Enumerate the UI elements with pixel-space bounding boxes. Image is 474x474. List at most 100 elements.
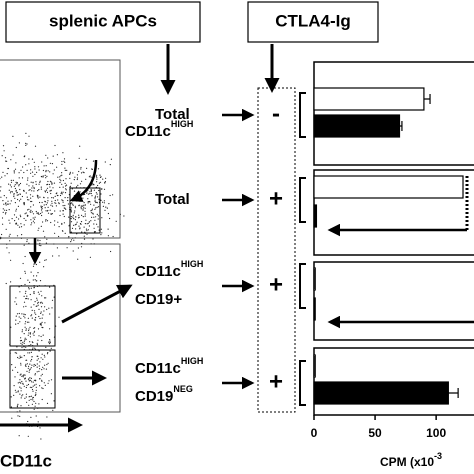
dot — [52, 155, 54, 157]
dot — [13, 394, 15, 396]
dot — [37, 291, 40, 293]
dot — [87, 202, 89, 204]
x-axis-label-sup: -3 — [434, 451, 442, 461]
dot — [50, 213, 52, 215]
dot — [103, 200, 105, 202]
dot — [62, 210, 64, 212]
dot — [23, 301, 26, 303]
dot — [9, 222, 11, 224]
dot — [41, 302, 44, 304]
dot — [102, 178, 104, 180]
dot — [96, 223, 98, 225]
dot — [55, 205, 58, 207]
dot — [43, 354, 45, 356]
dot — [40, 324, 42, 326]
dot — [61, 160, 63, 163]
dot — [90, 190, 92, 192]
dot — [84, 204, 86, 206]
dot — [97, 215, 99, 217]
row-label-text: CD11c — [135, 263, 181, 280]
dot — [74, 219, 76, 221]
dot — [17, 356, 19, 359]
dot — [27, 209, 29, 211]
error-bar — [423, 94, 431, 104]
dot — [16, 183, 18, 185]
dot — [33, 161, 35, 163]
dot — [89, 201, 91, 203]
dot — [0, 196, 2, 198]
dot — [33, 275, 35, 277]
dot — [35, 183, 37, 185]
dot — [13, 195, 15, 198]
dot — [37, 355, 39, 357]
dot — [25, 298, 27, 300]
dot — [29, 377, 31, 379]
dot — [46, 184, 48, 186]
dot — [72, 172, 74, 174]
dot — [7, 203, 9, 205]
dot — [25, 363, 27, 365]
dot — [14, 184, 16, 186]
dot — [36, 212, 38, 214]
dot — [30, 344, 32, 346]
dot — [22, 166, 24, 168]
dot — [48, 380, 50, 382]
dot — [94, 196, 96, 198]
dot — [80, 246, 83, 248]
dot — [26, 183, 28, 185]
dot — [25, 219, 27, 221]
row-label-text: CD19+ — [135, 291, 182, 308]
dot — [29, 332, 32, 334]
dot — [50, 379, 53, 381]
dot — [94, 200, 96, 203]
dot — [50, 393, 53, 395]
dot — [93, 184, 95, 186]
dot — [26, 143, 28, 145]
dot — [24, 378, 26, 380]
dot — [96, 178, 98, 180]
dot — [46, 308, 48, 311]
dot — [20, 405, 22, 407]
treatment-box — [257, 87, 296, 413]
dot — [29, 386, 31, 388]
dot — [73, 195, 75, 197]
dot — [15, 315, 17, 317]
dot — [32, 217, 34, 219]
dot — [32, 220, 35, 222]
dot — [43, 368, 45, 370]
dot — [45, 165, 47, 167]
dot — [105, 206, 107, 208]
dot — [49, 186, 51, 188]
dot — [70, 241, 72, 243]
dot — [28, 288, 30, 290]
dot — [85, 178, 87, 180]
dot — [81, 214, 83, 216]
dot — [19, 386, 21, 388]
dot — [36, 371, 38, 373]
dot — [41, 353, 43, 355]
dot — [34, 145, 37, 147]
dot — [71, 188, 73, 190]
dot — [38, 189, 40, 191]
dot — [25, 321, 27, 323]
dot — [13, 185, 15, 187]
dot — [103, 188, 106, 190]
dot — [21, 195, 23, 198]
dot — [51, 307, 53, 309]
dot — [25, 329, 27, 331]
dot — [2, 200, 4, 202]
dot — [43, 266, 45, 268]
dot — [97, 184, 99, 187]
dot — [33, 292, 35, 294]
dot — [33, 408, 35, 410]
dot — [20, 362, 22, 364]
dot — [53, 169, 55, 171]
dot — [25, 328, 27, 330]
dot — [2, 211, 4, 213]
dot — [31, 386, 33, 389]
dot — [36, 299, 38, 301]
dot — [33, 286, 35, 288]
dot — [39, 323, 41, 325]
dot — [58, 226, 60, 228]
dot — [83, 235, 85, 237]
